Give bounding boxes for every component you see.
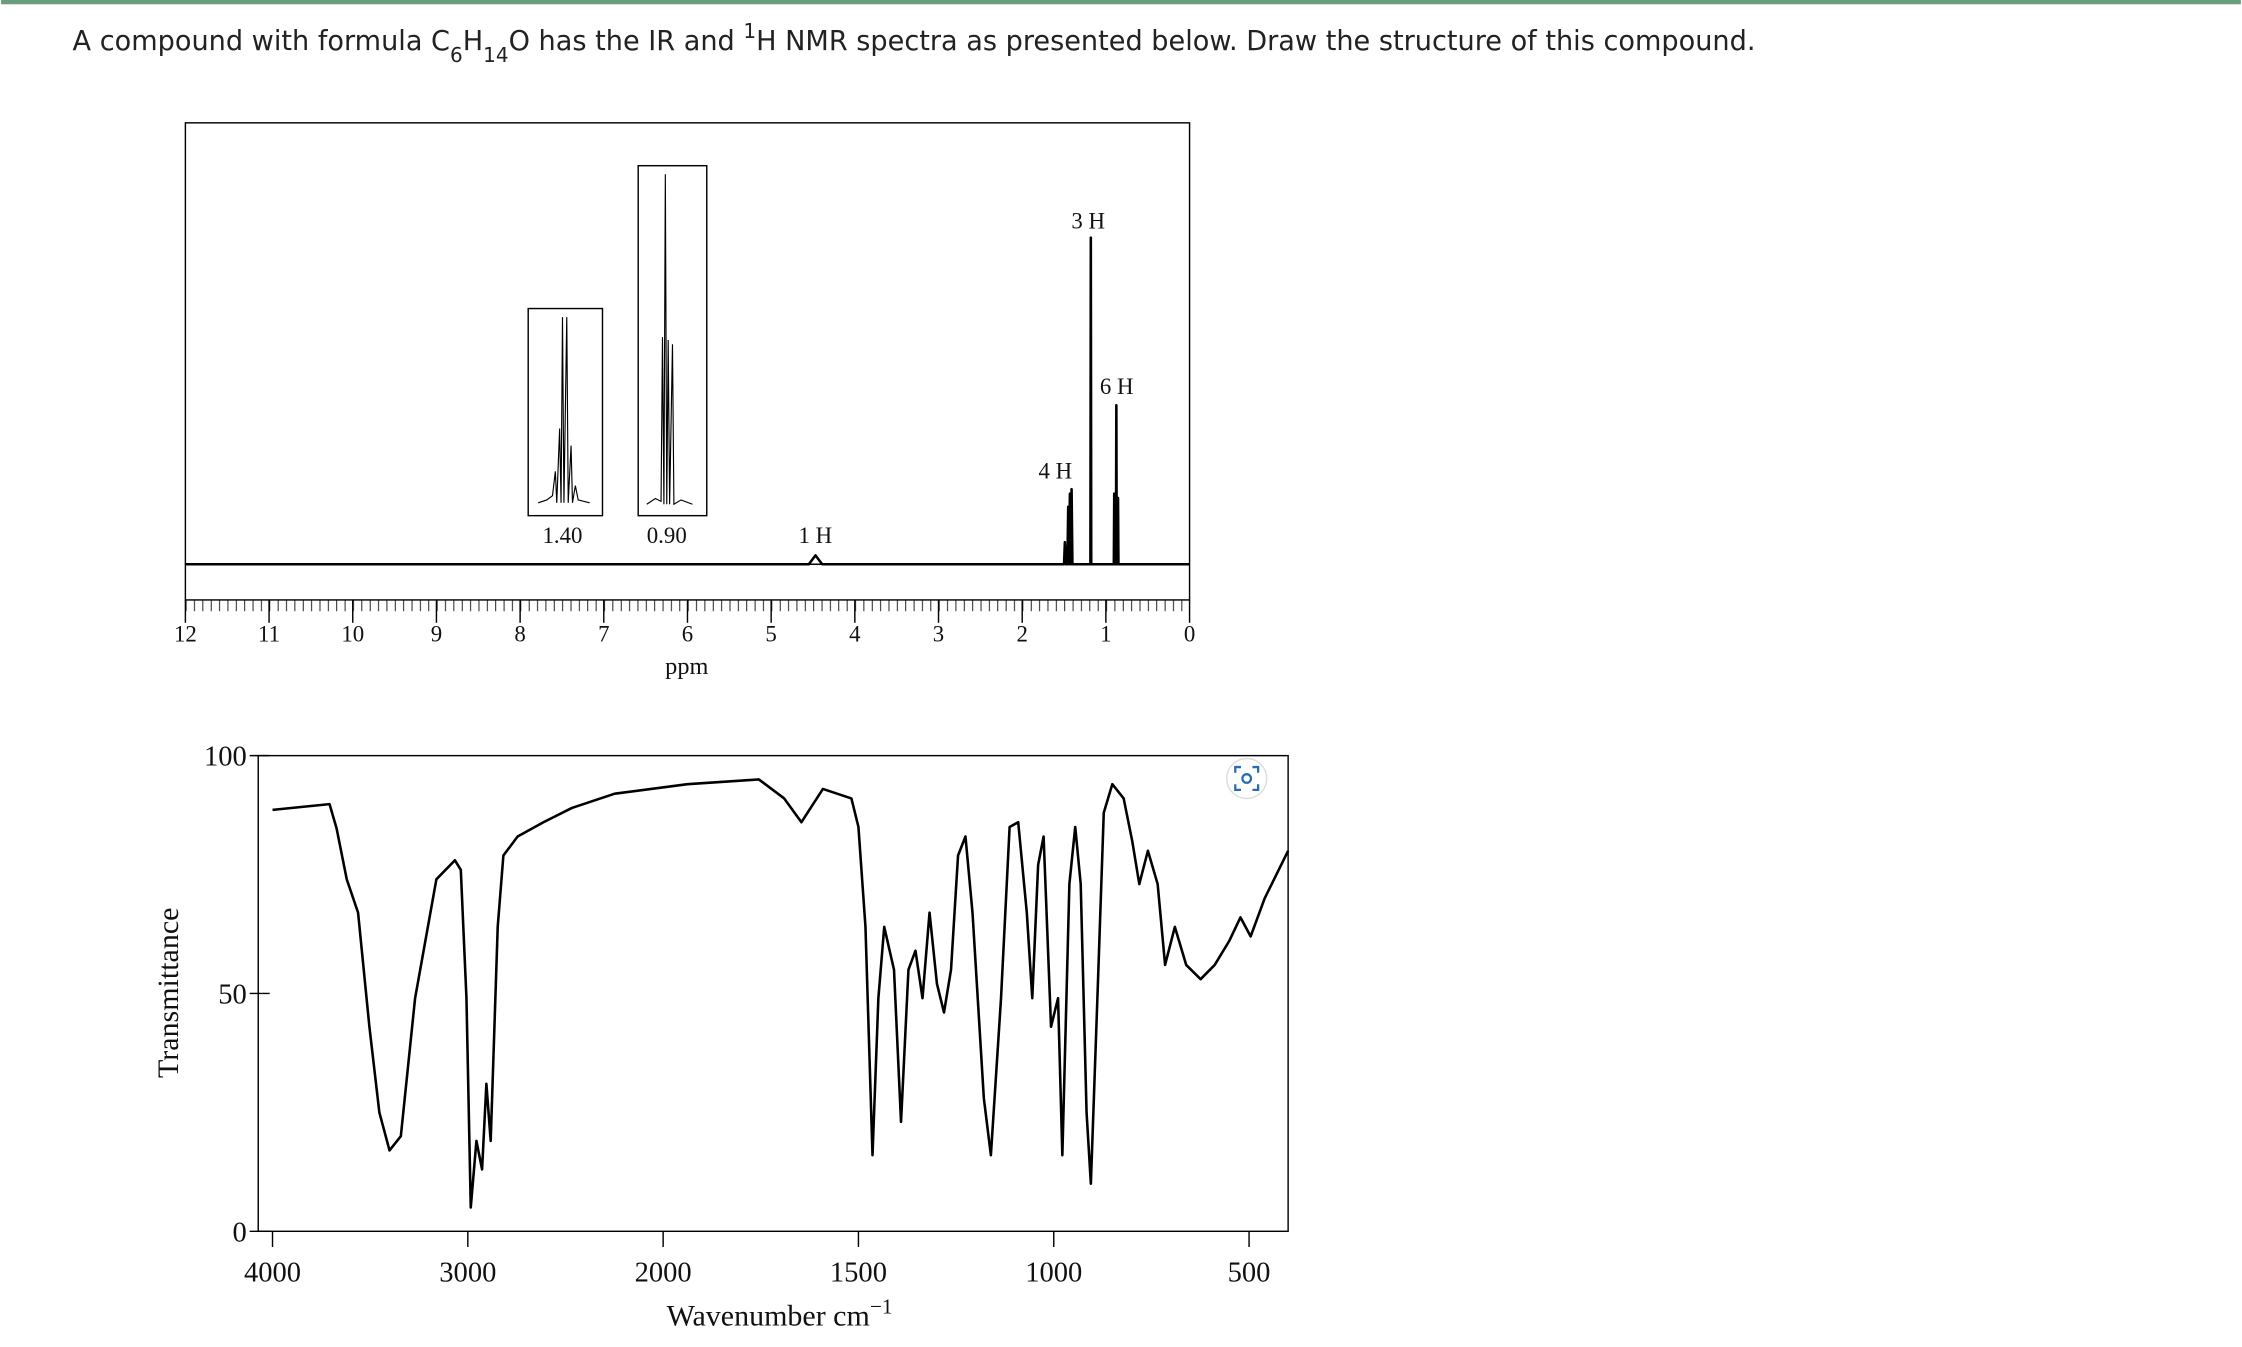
icon-corners[interactable] — [1234, 765, 1260, 792]
integration-label: 1 H — [798, 523, 832, 548]
top-bar — [1, 0, 2241, 5]
x-axis-label: ppm — [665, 653, 708, 680]
x-tick-label: 6 — [682, 621, 693, 646]
x-tick-label: 500 — [1228, 1257, 1271, 1288]
x-tick-label: 4 — [849, 621, 861, 646]
inset-multiplet — [646, 174, 693, 506]
question-text: A compound with formula C — [73, 26, 450, 57]
superscript: 1 — [743, 19, 756, 43]
spectrum-line — [185, 236, 1190, 566]
inset-box — [527, 307, 604, 517]
question-text: H NMR spectra as presented below. Draw t… — [756, 26, 1755, 57]
question: A compound with formula C6H14O has the I… — [73, 19, 1756, 67]
x-tick-label: 5 — [765, 621, 776, 646]
x-axis-label-sup: −1 — [870, 1295, 893, 1319]
integration-label: 3 H — [1071, 209, 1105, 234]
x-axis-label-text: Wavenumber cm — [667, 1300, 870, 1333]
spectrum-line — [272, 778, 1290, 1209]
inset-box — [637, 164, 708, 517]
x-tick-label: 2 — [1016, 621, 1027, 646]
integration-label: 6 H — [1100, 374, 1134, 399]
inset-label: 1.40 — [542, 523, 582, 548]
scan-icon[interactable] — [1225, 757, 1268, 800]
x-tick-label: 12 — [174, 621, 197, 646]
x-tick-label: 2000 — [635, 1257, 692, 1288]
x-tick-label: 0 — [1184, 621, 1195, 646]
x-tick-label: 3 — [933, 621, 944, 646]
nmr-frame — [184, 122, 1191, 601]
integration-label: 4 H — [1038, 459, 1072, 484]
question-text: O has the IR and — [509, 26, 744, 57]
x-tick-label: 8 — [514, 621, 525, 646]
x-tick-label: 4000 — [244, 1257, 301, 1288]
x-tick-label: 1500 — [830, 1257, 887, 1288]
x-tick-label: 9 — [431, 621, 442, 646]
x-tick-label: 3000 — [439, 1257, 496, 1288]
subscript: 6 — [450, 43, 463, 67]
y-tick-label: 0 — [233, 1217, 247, 1248]
inset-multiplet — [538, 317, 590, 504]
icon-dot[interactable] — [1241, 773, 1253, 784]
y-tick-label: 100 — [204, 742, 247, 773]
y-axis-label: Transmittance — [152, 908, 185, 1078]
x-tick-label: 10 — [341, 621, 364, 646]
y-tick-label: 50 — [218, 979, 247, 1010]
ir-frame — [257, 754, 1289, 1233]
x-tick-label: 1000 — [1025, 1257, 1082, 1288]
inset-label: 0.90 — [647, 523, 687, 548]
x-axis-label: Wavenumber cm−1 — [667, 1295, 893, 1333]
x-tick-label: 7 — [598, 621, 609, 646]
subscript: 14 — [483, 43, 508, 67]
question-text: H — [463, 26, 483, 57]
x-tick-label: 1 — [1100, 621, 1111, 646]
icon-bg[interactable] — [1225, 757, 1268, 800]
x-tick-label: 11 — [258, 621, 280, 646]
